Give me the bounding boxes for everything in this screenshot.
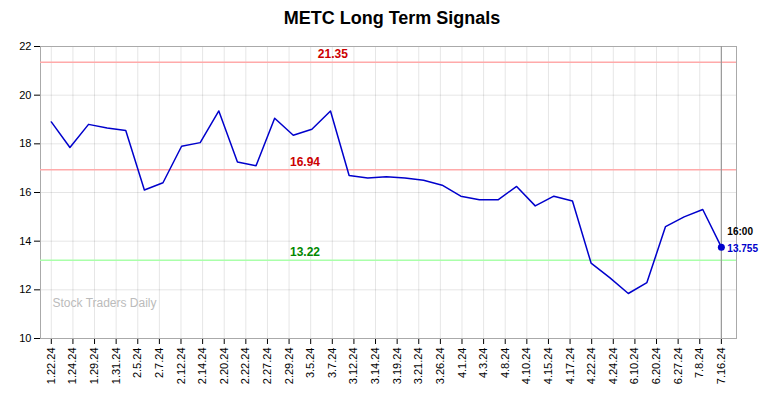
svg-text:2.7.24: 2.7.24 [153,348,165,379]
svg-text:2.29.24: 2.29.24 [283,348,295,385]
svg-text:1.22.24: 1.22.24 [45,348,57,385]
svg-text:21.35: 21.35 [318,47,348,61]
svg-text:6.20.24: 6.20.24 [650,348,662,385]
svg-text:13.755: 13.755 [727,243,758,254]
svg-text:3.26.24: 3.26.24 [434,348,446,385]
svg-text:1.31.24: 1.31.24 [110,348,122,385]
svg-text:22: 22 [19,40,31,52]
svg-text:3.21.24: 3.21.24 [412,348,424,385]
svg-text:4.24.24: 4.24.24 [607,348,619,385]
svg-text:12: 12 [19,283,31,295]
svg-text:1.24.24: 1.24.24 [66,348,78,385]
svg-text:3.5.24: 3.5.24 [304,348,316,379]
svg-text:16:00: 16:00 [727,226,753,237]
svg-text:4.1.24: 4.1.24 [456,348,468,379]
svg-text:3.12.24: 3.12.24 [347,348,359,385]
svg-text:14: 14 [19,235,31,247]
svg-text:4.15.24: 4.15.24 [542,348,554,385]
svg-text:16: 16 [19,186,31,198]
svg-text:4.10.24: 4.10.24 [520,348,532,385]
svg-text:6.27.24: 6.27.24 [672,348,684,385]
svg-text:7.16.24: 7.16.24 [715,348,727,385]
svg-text:4.22.24: 4.22.24 [585,348,597,385]
svg-text:4.8.24: 4.8.24 [499,348,511,379]
svg-text:4.17.24: 4.17.24 [564,348,576,385]
svg-text:2.27.24: 2.27.24 [261,348,273,385]
svg-text:4.3.24: 4.3.24 [477,348,489,379]
svg-text:3.19.24: 3.19.24 [391,348,403,385]
svg-text:18: 18 [19,137,31,149]
svg-text:3.14.24: 3.14.24 [369,348,381,385]
svg-text:10: 10 [19,332,31,344]
svg-text:6.10.24: 6.10.24 [628,348,640,385]
svg-text:20: 20 [19,89,31,101]
svg-text:1.29.24: 1.29.24 [88,348,100,385]
svg-text:2.12.24: 2.12.24 [175,348,187,385]
svg-text:3.7.24: 3.7.24 [326,348,338,379]
svg-text:2.20.24: 2.20.24 [218,348,230,385]
svg-text:7.8.24: 7.8.24 [693,348,705,379]
html-text:METC Long Term Signals: METC Long Term Signals [283,8,501,28]
svg-text:2.14.24: 2.14.24 [196,348,208,385]
svg-text:13.22: 13.22 [290,245,320,259]
svg-text:Stock Traders Daily: Stock Traders Daily [53,296,157,310]
svg-text:2.5.24: 2.5.24 [131,348,143,379]
svg-text:2.22.24: 2.22.24 [239,348,251,385]
svg-text:16.94: 16.94 [290,155,320,169]
